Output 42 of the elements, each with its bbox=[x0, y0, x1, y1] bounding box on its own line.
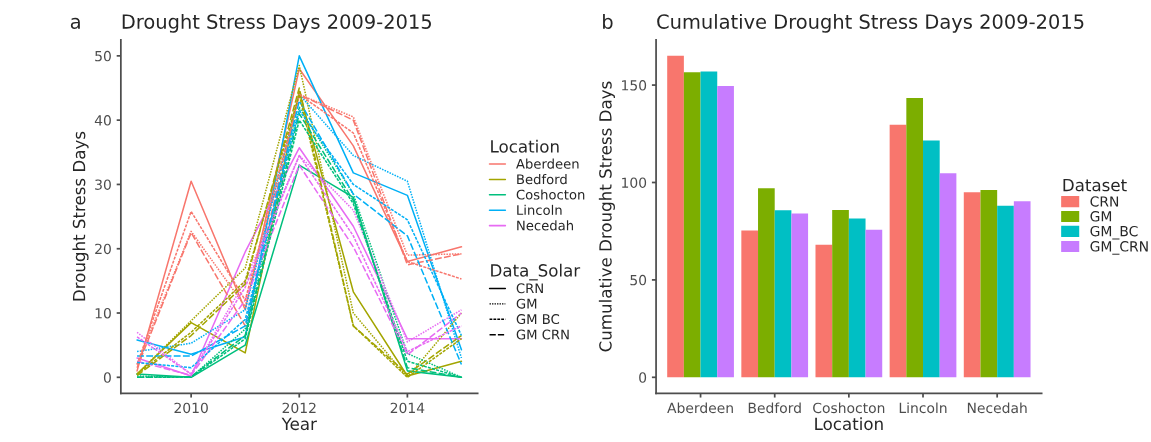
y-tick-label: 20 bbox=[95, 243, 111, 255]
y-tick-label: 10 bbox=[95, 307, 111, 319]
x-tick-label: 2010 bbox=[174, 402, 208, 414]
legend-label: GM bbox=[1090, 211, 1112, 222]
y-tick-label: 150 bbox=[622, 80, 647, 91]
y-tick-label: 30 bbox=[95, 179, 111, 190]
legend-title: Dataset bbox=[1063, 178, 1127, 192]
legend-label: Coshocton bbox=[516, 189, 585, 200]
legend-label: GM_CRN bbox=[1090, 241, 1148, 255]
y-tick-label: 0 bbox=[639, 372, 647, 383]
y-tick-label: 40 bbox=[94, 115, 111, 126]
x-tick-label: 2012 bbox=[282, 402, 316, 414]
y-tick-label: 0 bbox=[103, 372, 111, 383]
legend-label: CRN bbox=[1090, 196, 1119, 207]
text: GM CRN bbox=[516, 329, 569, 340]
y-tick-label: 50 bbox=[95, 50, 111, 62]
text: b bbox=[603, 13, 613, 29]
y-tick-label: 50 bbox=[630, 274, 647, 286]
x-tick-label: Coshocton bbox=[813, 402, 885, 414]
legend-label: Aberdeen bbox=[516, 158, 579, 169]
legend-title: Location bbox=[491, 139, 559, 153]
y-axis-title: Cumulative Drought Stress Days bbox=[598, 81, 615, 352]
text: GM BC bbox=[516, 314, 560, 325]
legend-label: Necedah bbox=[517, 220, 573, 231]
y-tick-label: 100 bbox=[622, 177, 647, 188]
legend-label: GM_BC bbox=[1090, 225, 1138, 240]
text: CRN bbox=[516, 283, 543, 294]
text: GM bbox=[516, 298, 537, 309]
chart-title: Drought Stress Days 2009-2015 bbox=[122, 13, 431, 33]
x-tick-label: 2014 bbox=[390, 402, 425, 414]
x-axis-title: Year bbox=[281, 417, 317, 431]
x-tick-label: Necedah bbox=[967, 402, 1027, 414]
x-tick-label: Aberdeen bbox=[667, 402, 733, 414]
legend-label: Lincoln bbox=[517, 204, 562, 216]
x-tick-label: Bedford bbox=[748, 402, 801, 414]
chart-title: Cumulative Drought Stress Days 2009-2015 bbox=[657, 13, 1084, 33]
text: Data_Solar bbox=[491, 263, 581, 281]
legend-label: Bedford bbox=[517, 174, 567, 185]
text: a bbox=[70, 17, 80, 29]
y-axis-title: Drought Stress Days bbox=[72, 131, 89, 301]
x-axis-title: Location bbox=[815, 417, 883, 431]
x-tick-label: Lincoln bbox=[899, 402, 947, 414]
